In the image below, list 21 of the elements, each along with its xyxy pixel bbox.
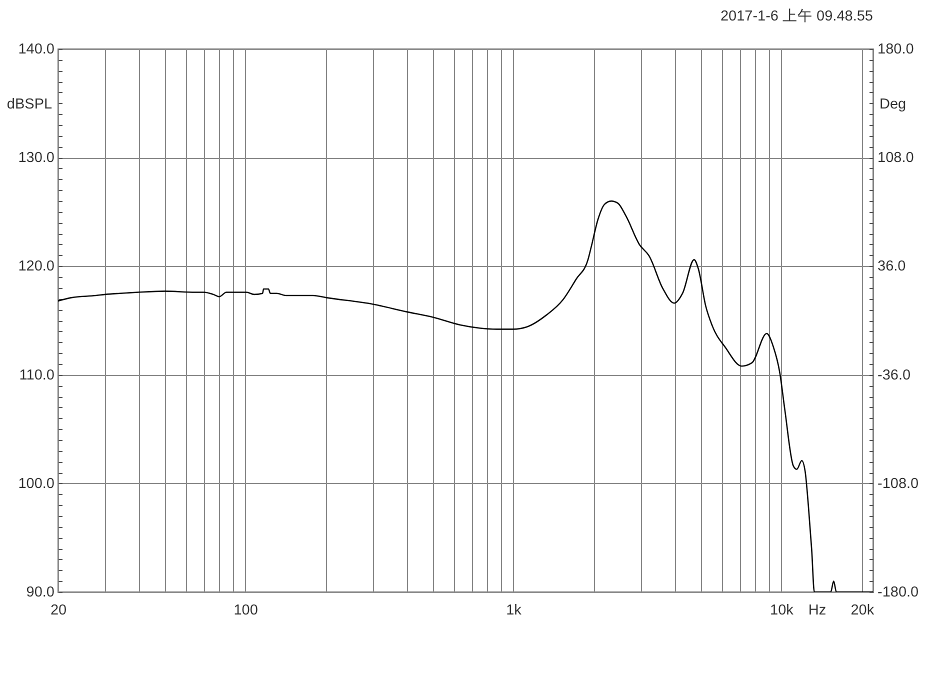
y-axis-title: dBSPL xyxy=(6,96,52,112)
y-tick-label: 110.0 xyxy=(19,367,54,384)
x-tick-label: 20k xyxy=(850,602,875,618)
text: 2017-1-6 上午 09.48.55 xyxy=(720,8,873,24)
y2-tick-label: 180.0 xyxy=(878,42,914,58)
y-tick-label: 100.0 xyxy=(18,476,54,492)
y-tick-label: 120.0 xyxy=(18,258,54,275)
x-tick-label: 20 xyxy=(50,602,67,618)
x-tick-label: 1k xyxy=(506,602,522,618)
y-tick-label: 140.0 xyxy=(18,42,54,58)
y2-tick-label: 36.0 xyxy=(878,258,906,275)
y2-tick-label: -108.0 xyxy=(878,476,919,492)
y2-tick-label: -36.0 xyxy=(878,367,911,384)
y2-tick-label: -180.0 xyxy=(878,584,919,600)
y2-axis-title: Deg xyxy=(880,96,906,112)
x-tick-label: 100 xyxy=(234,602,258,618)
y-tick-label: 130.0 xyxy=(18,150,54,166)
y-tick-label: 90.0 xyxy=(26,584,54,600)
x-axis-title: Hz xyxy=(808,602,826,618)
y2-tick-label: 108.0 xyxy=(878,150,914,166)
x-tick-label: 10k xyxy=(770,602,794,618)
